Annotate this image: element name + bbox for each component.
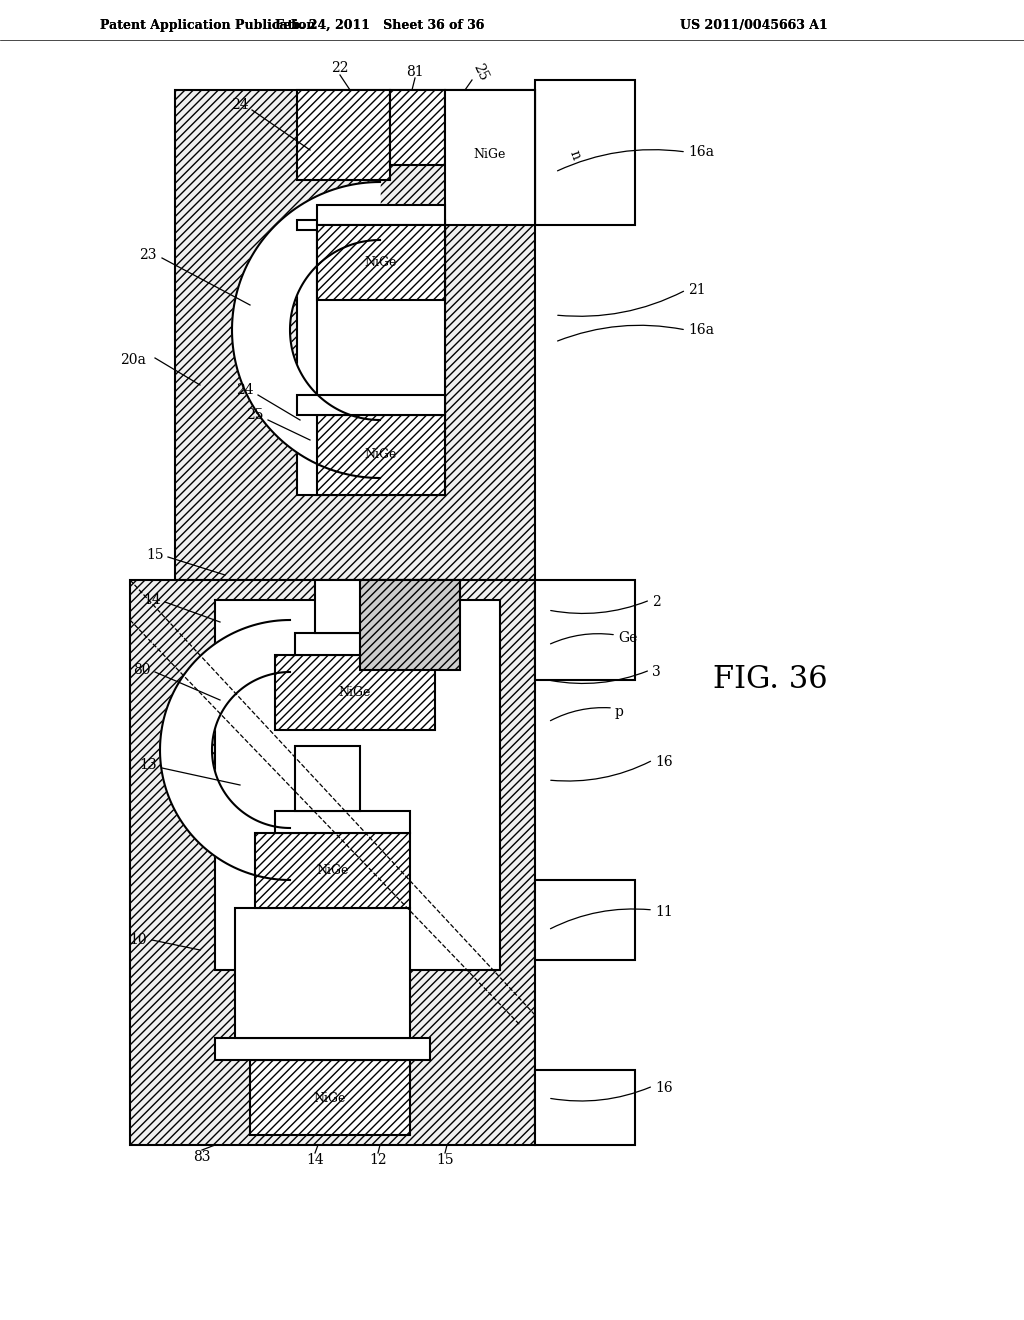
Bar — [297, 224, 445, 495]
Bar — [275, 655, 435, 730]
Text: p: p — [615, 705, 624, 719]
Text: 11: 11 — [655, 906, 673, 919]
Bar — [297, 90, 390, 180]
Text: 14: 14 — [143, 593, 161, 607]
Bar — [360, 579, 460, 671]
Text: 25: 25 — [246, 408, 264, 422]
Text: 22: 22 — [331, 61, 349, 75]
Bar — [250, 1060, 410, 1135]
Text: 13: 13 — [139, 758, 157, 772]
Bar — [297, 220, 445, 230]
Bar — [317, 224, 445, 300]
Text: US 2011/0045663 A1: US 2011/0045663 A1 — [680, 18, 827, 32]
Text: 83: 83 — [194, 1150, 211, 1164]
Text: FIG. 36: FIG. 36 — [713, 664, 827, 696]
Text: 21: 21 — [688, 282, 706, 297]
Bar — [234, 908, 410, 1038]
Bar — [390, 90, 445, 165]
Bar — [535, 880, 635, 960]
Text: NiGe: NiGe — [339, 686, 371, 700]
Text: 24: 24 — [237, 383, 254, 397]
Text: 81: 81 — [407, 65, 424, 79]
Polygon shape — [232, 182, 380, 478]
Bar — [130, 579, 535, 1144]
Text: 14: 14 — [306, 1152, 324, 1167]
Text: US 2011/0045663 A1: US 2011/0045663 A1 — [680, 18, 827, 32]
Text: 15: 15 — [436, 1152, 454, 1167]
Bar — [317, 230, 445, 414]
Text: 16: 16 — [655, 755, 673, 770]
Text: n: n — [567, 148, 583, 161]
Text: Patent Application Publication: Patent Application Publication — [100, 18, 315, 32]
Text: NiGe: NiGe — [365, 449, 397, 462]
Text: 20a: 20a — [120, 352, 146, 367]
Text: 3: 3 — [652, 665, 660, 678]
Text: 16a: 16a — [688, 145, 714, 158]
Text: 25: 25 — [470, 61, 490, 83]
Polygon shape — [160, 620, 290, 880]
Bar — [215, 601, 500, 970]
Text: 80: 80 — [133, 663, 151, 677]
Text: Ge: Ge — [618, 631, 637, 645]
Text: NiGe: NiGe — [313, 1092, 346, 1105]
Bar — [317, 205, 445, 224]
Text: 10: 10 — [129, 933, 146, 946]
Bar — [315, 579, 430, 634]
Bar — [175, 90, 535, 579]
Bar — [445, 90, 535, 224]
Text: NiGe: NiGe — [365, 256, 397, 269]
Text: NiGe: NiGe — [316, 865, 349, 878]
Text: Patent Application Publication: Patent Application Publication — [100, 18, 315, 32]
Text: 12: 12 — [370, 1152, 387, 1167]
Text: 23: 23 — [139, 248, 157, 261]
Text: 24: 24 — [231, 98, 249, 112]
Text: 16: 16 — [655, 1081, 673, 1096]
Text: NiGe: NiGe — [474, 149, 506, 161]
Text: 16a: 16a — [688, 323, 714, 337]
Bar — [317, 414, 445, 495]
Text: 15: 15 — [146, 548, 164, 562]
Bar — [535, 579, 635, 680]
Text: 2: 2 — [652, 595, 660, 609]
Text: Feb. 24, 2011   Sheet 36 of 36: Feb. 24, 2011 Sheet 36 of 36 — [275, 18, 484, 32]
Bar — [275, 810, 410, 833]
Text: Feb. 24, 2011   Sheet 36 of 36: Feb. 24, 2011 Sheet 36 of 36 — [275, 18, 484, 32]
Bar — [535, 81, 635, 224]
Bar — [535, 1071, 635, 1144]
Bar — [297, 395, 445, 414]
Bar — [295, 746, 360, 810]
Bar — [295, 634, 430, 655]
Bar — [255, 833, 410, 908]
Bar — [215, 1038, 430, 1060]
